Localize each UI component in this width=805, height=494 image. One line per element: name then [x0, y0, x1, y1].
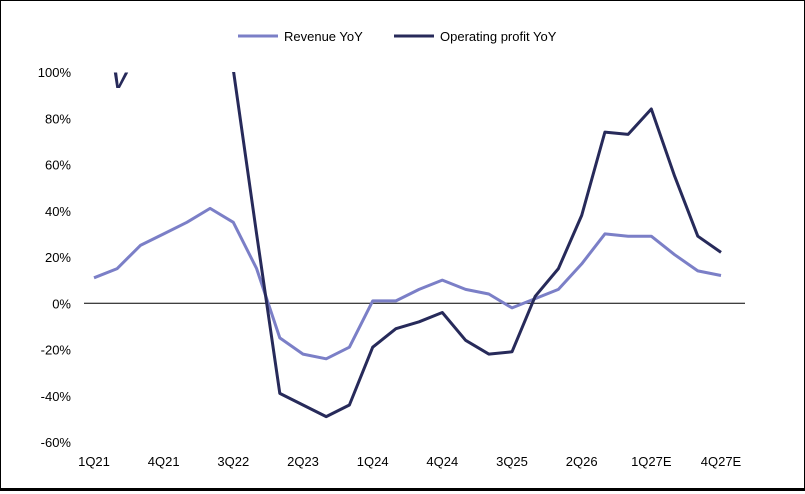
x-tick-label: 4Q27E	[701, 454, 742, 469]
y-tick-label: 40%	[45, 204, 71, 219]
x-tick-label: 3Q25	[496, 454, 528, 469]
y-tick-label: -20%	[41, 343, 72, 358]
x-tick-label: 1Q27E	[631, 454, 672, 469]
y-tick-label: 0%	[52, 296, 71, 311]
x-tick-label: 3Q22	[217, 454, 249, 469]
y-tick-label: -40%	[41, 389, 72, 404]
series-line-revenue-yoy	[93, 206, 722, 361]
x-axis: 1Q21 4Q21 3Q22 2Q23 1Q24 4Q24 3Q25 2Q26 1Q27E 4Q2…	[78, 454, 741, 469]
series-line-operating-profit-yoy	[232, 72, 722, 419]
x-tick-label: 1Q24	[357, 454, 389, 469]
x-tick-label: 2Q23	[287, 454, 319, 469]
y-tick-label: -60%	[41, 435, 72, 450]
series-layer	[93, 72, 722, 419]
legend: Revenue YoY Operating profit YoY	[238, 29, 557, 44]
chart-bottom-bar	[0, 488, 805, 491]
y-tick-label: 80%	[45, 111, 71, 126]
y-tick-label: 60%	[45, 158, 71, 173]
y-axis: 100% 80% 60% 40% 20% 0% -20% -40% -60%	[38, 65, 72, 450]
y-tick-label: 100%	[38, 65, 72, 80]
y-tick-label: 20%	[45, 250, 71, 265]
x-tick-label: 4Q24	[426, 454, 458, 469]
legend-label-operating-profit-yoy: Operating profit YoY	[440, 29, 557, 44]
x-tick-label: 2Q26	[566, 454, 598, 469]
legend-item-revenue-yoy: Revenue YoY	[238, 29, 363, 44]
x-tick-label: 4Q21	[148, 454, 180, 469]
watermark-logo: V	[112, 68, 129, 93]
legend-item-operating-profit-yoy: Operating profit YoY	[394, 29, 557, 44]
legend-label-revenue-yoy: Revenue YoY	[284, 29, 363, 44]
x-tick-label: 1Q21	[78, 454, 110, 469]
